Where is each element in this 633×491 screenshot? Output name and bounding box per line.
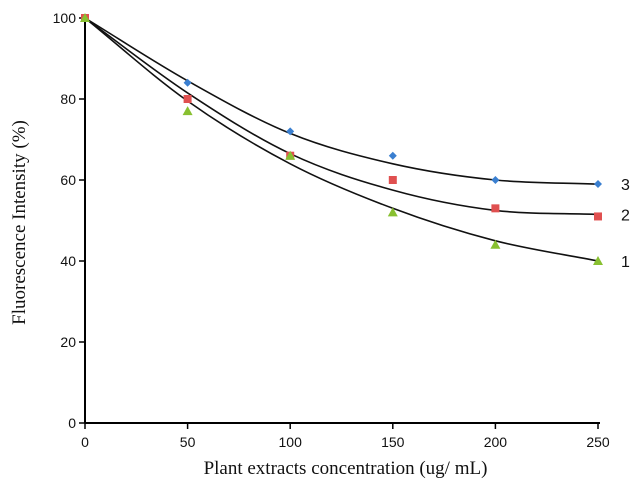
ticks: 0 20 40 60 80 100 0 50 100 150 200 250 <box>53 10 610 450</box>
series-label-3: 3 <box>621 177 630 194</box>
fit-line-series-1 <box>84 17 599 262</box>
data-point-series-1 <box>593 256 603 265</box>
series-labels: 3 2 1 <box>621 177 630 271</box>
data-point-series-1 <box>387 207 398 217</box>
markers <box>80 13 603 265</box>
data-point-series-2 <box>388 176 397 184</box>
series-label-1: 1 <box>621 254 630 271</box>
data-point-series-2 <box>183 95 192 103</box>
x-tick-label: 100 <box>279 434 303 450</box>
y-axis-title: Fluorescence Intensity (%) <box>9 120 30 325</box>
data-point-series-1 <box>490 239 501 249</box>
x-tick-label: 0 <box>81 434 89 450</box>
y-tick-label: 40 <box>60 253 76 269</box>
x-tick-label: 200 <box>484 434 508 450</box>
data-point-series-1 <box>80 13 90 22</box>
x-tick-label: 150 <box>381 434 405 450</box>
x-tick-label: 250 <box>586 434 610 450</box>
data-point-series-2 <box>491 204 500 213</box>
axes <box>84 14 600 424</box>
y-tick-label: 100 <box>53 10 77 26</box>
fit-line-series-3 <box>84 17 599 185</box>
data-point-series-2 <box>594 212 602 221</box>
fit-line-series-2 <box>84 17 599 216</box>
y-tick-label: 20 <box>60 334 76 350</box>
data-point-series-3 <box>491 176 500 184</box>
data-point-series-1 <box>182 106 193 116</box>
y-tick-label: 60 <box>60 172 76 188</box>
x-axis-title: Plant extracts concentration (ug/ mL) <box>204 458 488 479</box>
x-tick-label: 50 <box>180 434 196 450</box>
data-point-series-3 <box>286 127 295 136</box>
data-point-series-1 <box>285 150 296 160</box>
y-tick-label: 0 <box>68 415 76 431</box>
data-point-series-3 <box>183 78 192 87</box>
y-tick-label: 80 <box>60 91 76 107</box>
series-label-2: 2 <box>621 207 630 224</box>
fit-lines <box>84 17 599 262</box>
data-point-series-3 <box>388 151 397 160</box>
data-point-series-3 <box>594 180 602 189</box>
